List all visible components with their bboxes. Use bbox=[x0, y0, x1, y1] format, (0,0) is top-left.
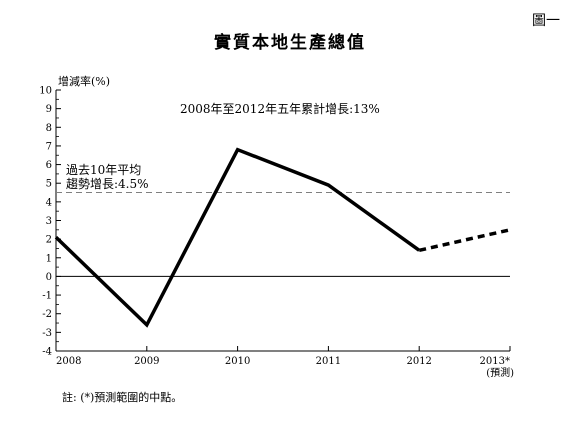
x-tick-label: 2011 bbox=[316, 356, 341, 367]
y-tick-label: 9 bbox=[46, 104, 52, 115]
x-tick-label: 2009 bbox=[134, 356, 159, 367]
trend-label-line2: 趨勢增長:4.5% bbox=[66, 177, 149, 191]
y-tick-label: -2 bbox=[42, 309, 52, 320]
x-tick-label: 2008 bbox=[56, 356, 81, 367]
y-tick-label: 5 bbox=[46, 179, 52, 190]
y-tick-label: 0 bbox=[46, 272, 52, 283]
y-tick-label: 2 bbox=[46, 235, 52, 246]
series-line-projected bbox=[418, 228, 511, 253]
figure-number: 圖一 bbox=[532, 13, 560, 29]
x-tick-label: 2013* bbox=[480, 356, 510, 367]
x-tick-sublabel: (預測) bbox=[486, 366, 514, 379]
y-tick-label: -4 bbox=[42, 347, 52, 358]
series-line-actual bbox=[54, 147, 421, 328]
y-axis-label: 增減率(%) bbox=[58, 75, 111, 88]
x-tick-label: 2012 bbox=[406, 356, 431, 367]
y-tick-label: -3 bbox=[42, 328, 52, 339]
y-tick-label: 8 bbox=[46, 123, 52, 134]
y-tick-label: -1 bbox=[42, 291, 52, 302]
x-tick-label: 2010 bbox=[225, 356, 250, 367]
y-tick-label: 3 bbox=[46, 216, 52, 227]
y-tick-label: 4 bbox=[46, 197, 52, 208]
y-tick-label: 1 bbox=[46, 253, 52, 264]
footnote: 註: (*)預測範圍的中點。 bbox=[62, 391, 183, 404]
cumulative-growth-annotation: 2008年至2012年五年累計增長:13% bbox=[180, 102, 380, 116]
chart-title: 實質本地生產總值 bbox=[214, 33, 366, 53]
y-tick-label: 7 bbox=[46, 141, 52, 152]
trend-growth-annotation: 過去10年平均 趨勢增長:4.5% bbox=[66, 163, 149, 191]
y-tick-label: 10 bbox=[39, 86, 52, 97]
y-tick-label: 6 bbox=[46, 160, 52, 171]
trend-label-line1: 過去10年平均 bbox=[66, 163, 142, 177]
